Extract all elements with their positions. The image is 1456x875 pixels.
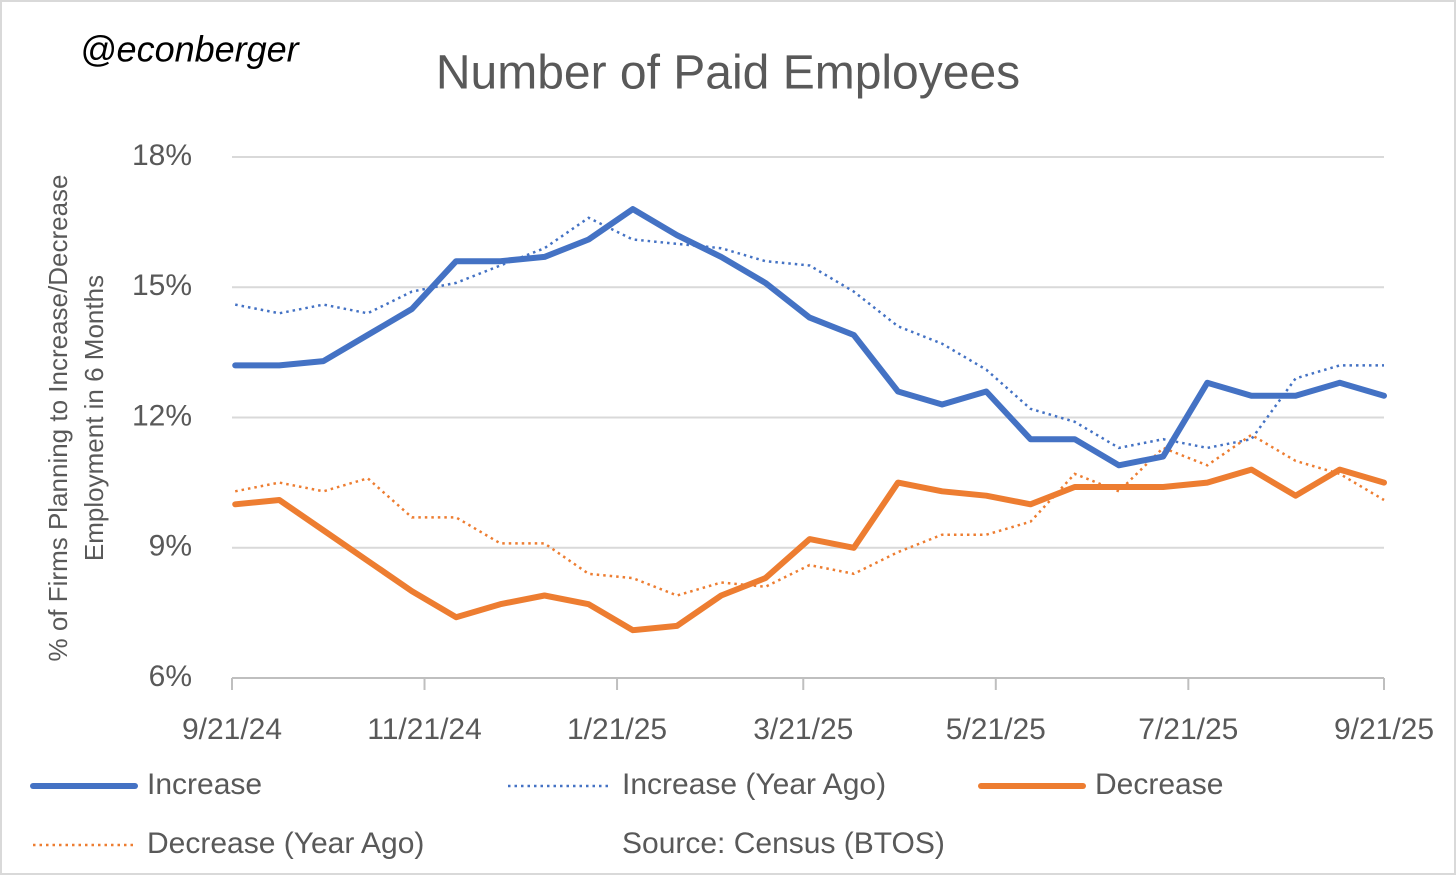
y-axis-label-line: Employment in 6 Months [79,275,109,561]
series-line [234,216,1384,450]
legend-label: Decrease (Year Ago) [147,827,424,860]
chart-title: Number of Paid Employees [436,47,1020,100]
x-tick-label: 9/21/25 [1334,713,1434,746]
x-tick-label: 5/21/25 [946,713,1046,746]
y-tick-label: 18% [132,139,192,172]
series-line [234,433,1385,597]
annotation: @econberger [80,29,301,70]
x-tick-label: 1/21/25 [567,713,667,746]
legend-label: Decrease [1095,768,1223,801]
y-axis-label: % of Firms Planning to Increase/Decrease… [43,175,109,662]
source-note: Source: Census (BTOS) [622,827,945,860]
y-axis-label-line: % of Firms Planning to Increase/Decrease [43,175,73,662]
x-tick-label: 7/21/25 [1138,713,1238,746]
y-tick-label: 12% [132,399,192,432]
legend-label: Increase (Year Ago) [622,768,886,801]
x-tick-label: 3/21/25 [753,713,853,746]
y-tick-label: 9% [149,530,192,563]
y-tick-label: 15% [132,269,192,302]
series-line [232,466,1387,634]
y-tick-label: 6% [149,660,192,693]
series-line [232,206,1387,469]
legend-label: Increase [147,768,262,801]
x-tick-label: 9/21/24 [182,713,282,746]
x-tick-label: 11/21/24 [367,713,482,746]
